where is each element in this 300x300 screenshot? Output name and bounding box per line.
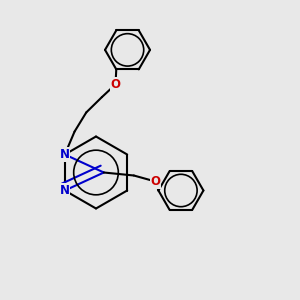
Text: O: O <box>150 175 161 188</box>
Text: N: N <box>60 184 70 197</box>
Text: N: N <box>60 148 70 161</box>
Text: O: O <box>110 78 121 91</box>
